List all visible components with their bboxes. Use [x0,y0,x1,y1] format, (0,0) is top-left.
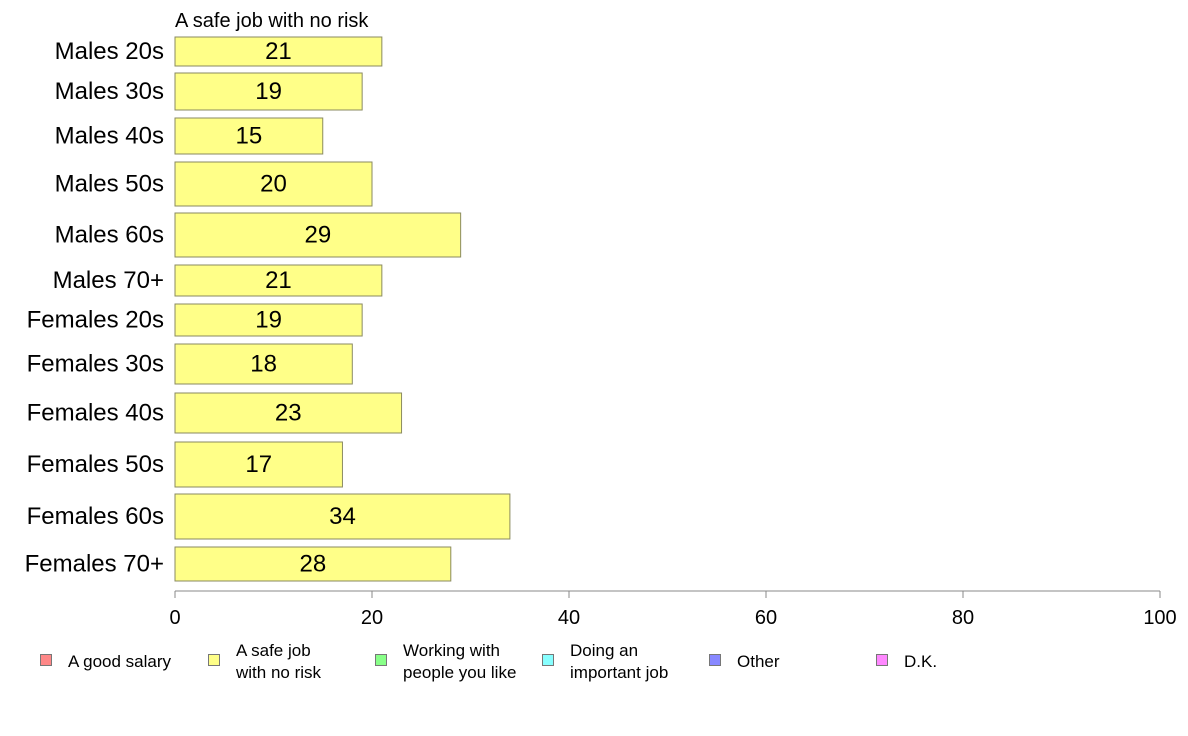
bar [174,546,452,582]
bar-value-label: 15 [236,123,263,150]
bar-value-label: 23 [275,400,302,427]
bar-value-label: 34 [329,503,356,530]
legend-label: A safe job with no risk [236,641,322,682]
x-tick-label: 100 [1143,607,1176,629]
category-label: Females 40s [27,400,164,427]
bar [174,392,403,434]
category-label: Males 60s [55,222,164,249]
bars-group: Males 20s 21 Males 30s 19 Males 40s 15 Males 5… [25,36,511,582]
legend-item: Working with people you like [375,640,516,684]
legend-swatch [876,654,888,666]
bar [174,303,363,337]
x-tick-label: 20 [361,607,383,629]
category-label: Females 60s [27,503,164,530]
legend-label: Working with people you like [403,641,517,682]
legend: A good salary A safe job with no risk Work… [0,640,1188,700]
bar-value-label: 18 [250,351,277,378]
category-label: Males 30s [55,78,164,105]
category-label: Females 70+ [25,551,164,578]
bar-value-label: 20 [260,171,287,198]
category-label: Males 70+ [53,267,164,294]
legend-item: Other [709,640,780,673]
bar-value-label: 28 [300,551,327,578]
bar [174,161,373,207]
bar-value-label: 19 [255,307,282,334]
legend-swatch [208,654,220,666]
x-tick-label: 80 [952,607,974,629]
category-label: Males 40s [55,123,164,150]
legend-label: Other [737,652,780,671]
legend-item: D.K. [876,640,937,673]
legend-swatch [542,654,554,666]
category-label: Males 20s [55,38,164,65]
bar-value-label: 19 [255,78,282,105]
x-axis: 0 20 40 60 80 100 [169,590,1177,629]
bar [174,36,383,67]
chart-title: A safe job with no risk [175,10,369,32]
legend-label: Doing an important job [570,641,669,682]
legend-item: A safe job with no risk [208,640,321,684]
bar-value-label: 21 [265,38,292,65]
bar [174,441,343,488]
bar [174,212,462,258]
x-tick-label: 0 [169,607,180,629]
category-label: Females 50s [27,451,164,478]
legend-item: A good salary [40,640,171,673]
bar [174,343,353,385]
bar-value-label: 17 [245,451,272,478]
bar-value-label: 21 [265,267,292,294]
x-tick-label: 40 [558,607,580,629]
category-label: Females 30s [27,351,164,378]
legend-item: Doing an important job [542,640,668,684]
bar [174,117,324,155]
legend-swatch [40,654,52,666]
bar-value-label: 29 [304,222,331,249]
x-tick-label: 60 [755,607,777,629]
category-label: Females 20s [27,307,164,334]
bar [174,264,383,297]
legend-label: A good salary [68,652,172,671]
bar [174,72,363,111]
category-label: Males 50s [55,171,164,198]
legend-swatch [709,654,721,666]
bar [174,493,511,540]
legend-label: D.K. [904,652,938,671]
legend-swatch [375,654,387,666]
